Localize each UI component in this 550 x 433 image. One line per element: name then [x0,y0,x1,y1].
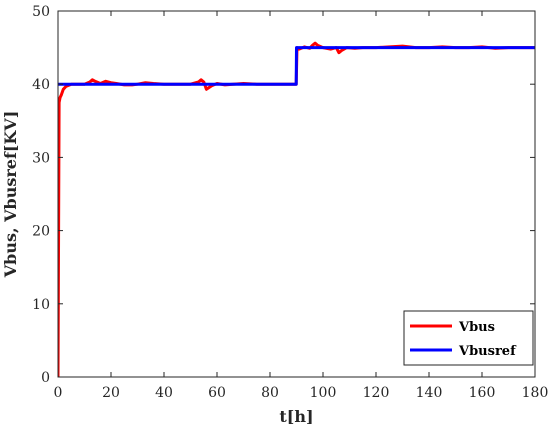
x-tick-label: 140 [416,385,443,401]
x-tick-label: 60 [208,385,226,401]
series-layer [58,41,535,377]
plot-area-frame [57,10,536,378]
y-tick-label: 50 [32,4,50,20]
y-tick-label: 10 [32,297,50,313]
x-tick-label: 0 [54,385,63,401]
x-tick-label: 40 [155,385,173,401]
x-tick-label: 20 [102,385,120,401]
y-axis-label: Vbus, Vbusref[KV] [1,111,20,279]
y-tick-label: 30 [32,150,50,166]
legend: Vbus Vbusref [403,310,534,366]
ticks-layer: 0 20 40 60 80 100 120 140 160 180 0 10 20 30 40 50 [32,4,548,401]
x-tick-label: 120 [363,385,390,401]
y-tick-label: 0 [41,370,50,386]
y-tick-label: 40 [32,77,50,93]
x-tick-label: 180 [522,385,549,401]
x-tick-label: 80 [261,385,279,401]
x-tick-label: 160 [469,385,496,401]
y-tick-label: 20 [32,224,50,240]
series-line-vbusref [58,46,535,86]
legend-label-vbus: Vbus [458,320,495,335]
legend-label-vbusref: Vbusref [458,344,517,359]
legend-box [403,310,534,366]
x-axis-label: t[h] [279,407,313,426]
x-tick-label: 100 [310,385,337,401]
